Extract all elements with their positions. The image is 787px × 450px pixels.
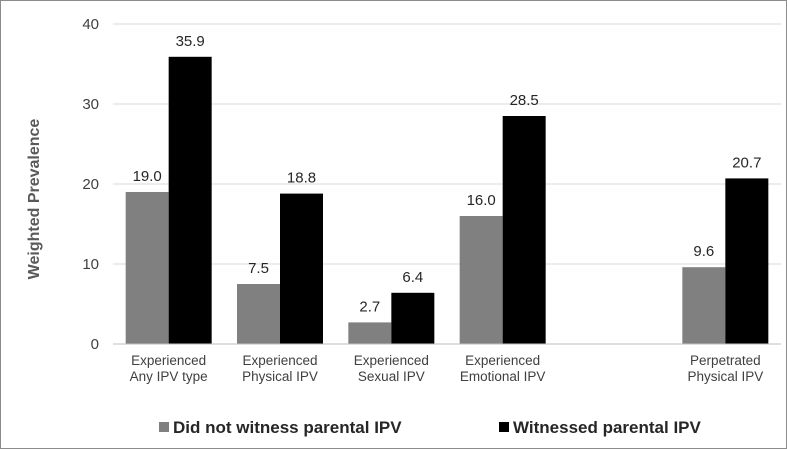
data-label: 9.6 (693, 243, 714, 260)
y-tick-label: 30 (82, 96, 99, 113)
data-label: 16.0 (467, 192, 496, 209)
x-category-label: Experienced (465, 353, 540, 368)
bar-witnessed (725, 178, 769, 344)
data-label: 6.4 (402, 269, 423, 286)
y-tick-label: 20 (82, 176, 99, 193)
bar-did-not-witness (682, 267, 726, 344)
bar-witnessed (168, 56, 212, 345)
legend-swatch (159, 422, 169, 432)
bar-witnessed (502, 116, 546, 344)
legend-swatch (499, 422, 509, 432)
data-label: 18.8 (287, 170, 316, 187)
x-category-label: Emotional IPV (460, 369, 546, 384)
y-tick-label: 40 (82, 16, 99, 33)
x-category-label: Sexual IPV (358, 369, 425, 384)
data-label: 19.0 (133, 168, 162, 185)
bar-witnessed (280, 193, 323, 344)
data-label: 7.5 (248, 260, 269, 277)
y-tick-label: 10 (82, 256, 99, 273)
bar-did-not-witness (459, 216, 503, 344)
gridlines (113, 23, 781, 265)
x-category-label: Physical IPV (687, 369, 763, 384)
legend: Did not witness parental IPV Witnessed pa… (159, 418, 702, 437)
x-category-label: Any IPV type (130, 369, 208, 384)
legend-label: Witnessed parental IPV (513, 418, 702, 437)
data-label: 35.9 (176, 33, 205, 50)
bar-witnessed (391, 292, 435, 344)
data-label: 20.7 (732, 154, 761, 171)
data-labels: 19.0 7.5 2.7 16.0 9.6 35.9 18.8 6.4 28.5 20.7 (133, 33, 762, 316)
y-axis-title: Weighted Prevalence (26, 119, 43, 280)
data-label: 2.7 (359, 298, 380, 315)
bars (125, 56, 769, 345)
bar-did-not-witness (348, 322, 392, 344)
x-category-label: Perpetrated (690, 353, 761, 368)
x-category-label: Experienced (131, 353, 206, 368)
x-category-label: Experienced (354, 353, 429, 368)
legend-label: Did not witness parental IPV (173, 418, 402, 437)
y-tick-label: 0 (91, 336, 99, 353)
data-label: 28.5 (510, 92, 539, 109)
x-category-label: Experienced (242, 353, 317, 368)
bar-did-not-witness (125, 192, 169, 344)
bar-did-not-witness (237, 284, 280, 344)
x-category-label: Physical IPV (242, 369, 318, 384)
